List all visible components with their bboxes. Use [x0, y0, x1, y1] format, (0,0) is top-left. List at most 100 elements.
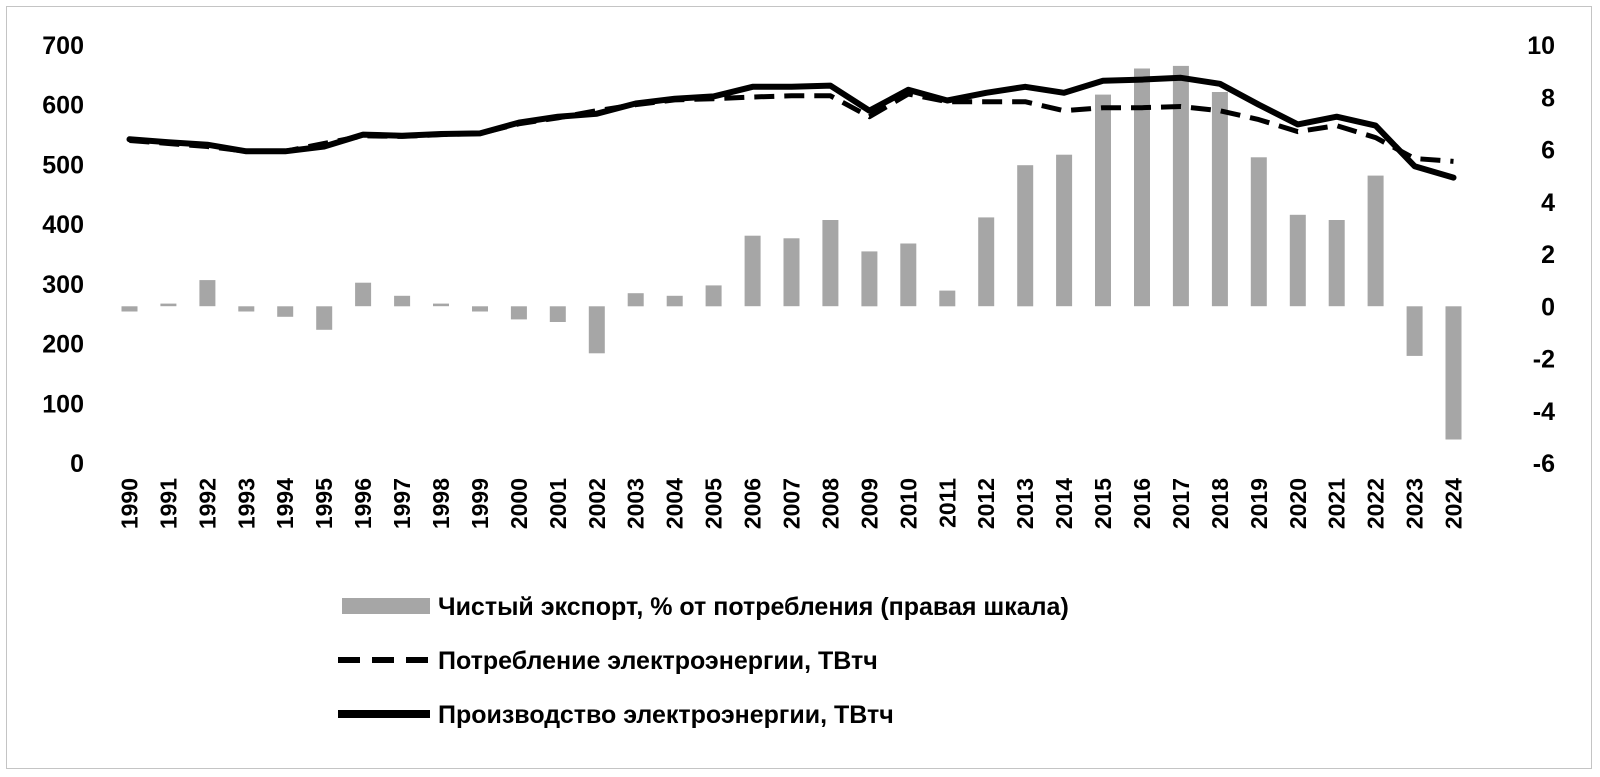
x-tick-label-2016: 2016: [1129, 478, 1155, 529]
x-tick-label-2007: 2007: [779, 478, 805, 529]
bar-1993: [238, 306, 255, 312]
right-tick-label: 6: [1541, 137, 1555, 165]
left-tick-label: 0: [70, 450, 84, 478]
left-tick-label: 500: [42, 151, 84, 179]
legend-bar-swatch: [342, 598, 430, 614]
x-tick-label-2000: 2000: [506, 478, 532, 529]
bar-1997: [394, 295, 411, 307]
bar-2021: [1328, 220, 1345, 307]
right-tick-label: 8: [1541, 84, 1555, 112]
bar-2013: [1017, 165, 1034, 307]
chart-frame: [6, 6, 1592, 769]
x-tick-label-1999: 1999: [467, 478, 493, 529]
left-tick-label: 700: [42, 32, 84, 60]
x-tick-label-1990: 1990: [117, 478, 143, 529]
right-tick-label: -4: [1533, 398, 1555, 426]
x-tick-label-1992: 1992: [194, 478, 220, 529]
x-tick-label-2020: 2020: [1285, 478, 1311, 529]
legend: Чистый экспорт, % от потребления (правая…: [338, 593, 1069, 729]
right-axis-ticks: -6 -4 -2 0 2 4 6 8 10: [1527, 32, 1555, 478]
left-tick-label: 400: [42, 211, 84, 239]
bars-group: [121, 65, 1462, 440]
x-tick-label-2012: 2012: [973, 478, 999, 529]
x-tick-label-2004: 2004: [662, 478, 688, 529]
right-tick-label: -2: [1533, 346, 1555, 374]
bar-1999: [472, 306, 488, 312]
x-tick-label-1993: 1993: [233, 478, 259, 529]
bar-2006: [744, 235, 761, 307]
x-tick-label-2021: 2021: [1324, 478, 1350, 529]
bar-2015: [1095, 94, 1111, 307]
right-tick-label: 10: [1527, 32, 1555, 60]
bar-2007: [783, 238, 800, 307]
x-tick-label-2024: 2024: [1441, 478, 1467, 529]
x-tick-label-1998: 1998: [428, 478, 454, 529]
legend-label-consumption: Потребление электроэнергии, ТВтч: [438, 647, 878, 675]
x-tick-label-2015: 2015: [1090, 478, 1116, 529]
x-tick-label-2023: 2023: [1402, 478, 1428, 529]
x-tick-label-2009: 2009: [856, 478, 882, 529]
x-tick-label-2011: 2011: [934, 478, 960, 528]
x-tick-label-2002: 2002: [584, 478, 610, 529]
right-tick-label: 4: [1541, 189, 1555, 217]
x-tick-label-1997: 1997: [389, 478, 415, 529]
bar-2017: [1172, 65, 1189, 307]
bar-2003: [627, 293, 644, 307]
x-tick-label-1991: 1991: [155, 478, 181, 529]
bar-2016: [1134, 68, 1150, 307]
bar-1990: [121, 306, 138, 312]
x-tick-label-2017: 2017: [1168, 478, 1194, 529]
bar-2000: [510, 306, 527, 320]
bar-1994: [277, 306, 294, 317]
left-tick-label: 200: [42, 331, 84, 359]
bar-2011: [939, 290, 956, 307]
x-tick-label-2022: 2022: [1363, 478, 1389, 529]
x-tick-label-2014: 2014: [1051, 478, 1077, 529]
x-tick-label-2018: 2018: [1207, 478, 1233, 529]
bar-2001: [549, 306, 566, 322]
bar-2014: [1056, 154, 1073, 307]
left-tick-label: 100: [42, 390, 84, 418]
x-tick-label-2005: 2005: [701, 478, 727, 529]
bar-2023: [1406, 306, 1423, 356]
x-tick-label-2003: 2003: [623, 478, 649, 529]
lines-group: [126, 74, 1457, 181]
right-tick-label: -6: [1533, 450, 1555, 478]
x-tick-label-2010: 2010: [895, 478, 921, 529]
x-tick-label-1994: 1994: [272, 478, 298, 529]
x-tick-label-1996: 1996: [350, 478, 376, 529]
x-tick-label-2008: 2008: [817, 478, 843, 529]
x-tick-label-1995: 1995: [311, 478, 337, 529]
bar-2012: [978, 217, 995, 307]
legend-label-production: Производство электроэнергии, ТВтч: [438, 701, 894, 729]
bar-2010: [900, 243, 917, 307]
right-tick-label: 2: [1541, 241, 1555, 269]
right-tick-label: 0: [1541, 293, 1555, 321]
bar-2002: [588, 306, 605, 354]
left-tick-label: 600: [42, 92, 84, 120]
x-tick-label-2019: 2019: [1246, 478, 1272, 529]
bar-1996: [355, 282, 372, 307]
x-tick-label-2006: 2006: [740, 478, 766, 529]
legend-label-net-export: Чистый экспорт, % от потребления (правая…: [438, 593, 1069, 621]
bar-1992: [199, 280, 216, 307]
bar-2005: [705, 285, 722, 307]
bar-2020: [1289, 214, 1306, 307]
bar-2024: [1445, 306, 1462, 440]
left-tick-label: 300: [42, 271, 84, 299]
left-axis-ticks: 0 100 200 300 400 500 600 700: [42, 32, 84, 478]
bar-2019: [1250, 157, 1267, 307]
x-tick-label-2013: 2013: [1012, 478, 1038, 529]
x-tick-label-2001: 2001: [545, 478, 571, 529]
production-line: [126, 74, 1457, 181]
bar-2018: [1211, 92, 1228, 307]
bar-2004: [666, 295, 683, 307]
bar-1998: [433, 303, 449, 307]
bar-1995: [316, 306, 333, 330]
bar-2008: [822, 220, 839, 307]
bar-2022: [1367, 175, 1384, 307]
x-axis-ticks: 1990 1991 1992 1993 1994 1995 1996 1997 1998 1999…: [117, 478, 1467, 529]
bar-2009: [861, 251, 878, 307]
bar-1991: [160, 303, 177, 307]
